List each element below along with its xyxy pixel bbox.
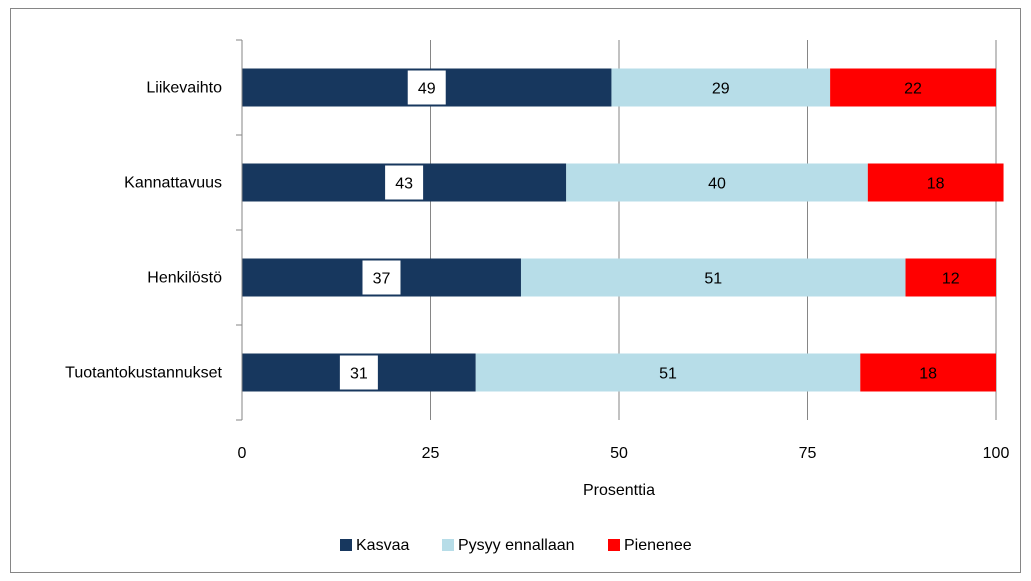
axes: 0 25 50 75 100 Liikevaihto Kannattavuus Henkilö… bbox=[65, 39, 1010, 462]
category-label: Tuotantokustannukset bbox=[65, 365, 222, 382]
bar-pysyy-ennallaan bbox=[520, 258, 906, 297]
bars bbox=[242, 68, 1004, 392]
data-label: 40 bbox=[708, 176, 726, 193]
bar-pysyy-ennallaan bbox=[611, 68, 831, 107]
data-label-box bbox=[385, 165, 424, 200]
data-label-box bbox=[407, 70, 446, 105]
bar-pysyy-ennallaan bbox=[566, 163, 868, 202]
legend-label: Pienenee bbox=[624, 537, 692, 554]
category-label: Henkilöstö bbox=[147, 270, 222, 287]
x-tick-label: 50 bbox=[610, 445, 628, 462]
bar-pienenee bbox=[867, 163, 1004, 202]
category-label: Kannattavuus bbox=[124, 175, 222, 192]
x-tick-label: 0 bbox=[238, 445, 247, 462]
bar-pienenee bbox=[905, 258, 996, 297]
legend-swatch bbox=[442, 539, 454, 551]
data-label: 18 bbox=[919, 366, 937, 383]
x-tick-label: 75 bbox=[799, 445, 817, 462]
legend: Kasvaa Pysyy ennallaan Pienenee bbox=[340, 537, 692, 554]
data-labels: 49 29 22 43 40 18 37 51 12 31 51 18 bbox=[339, 70, 960, 390]
x-axis-title: Prosenttia bbox=[583, 482, 655, 499]
data-label-box bbox=[362, 260, 401, 295]
x-tick-label: 100 bbox=[983, 445, 1010, 462]
data-label: 12 bbox=[942, 271, 960, 288]
bar-pysyy-ennallaan bbox=[475, 353, 861, 392]
data-label-box bbox=[339, 355, 378, 390]
bar-pienenee bbox=[830, 68, 996, 107]
data-label: 37 bbox=[373, 271, 391, 288]
data-label: 22 bbox=[904, 81, 922, 98]
data-label: 43 bbox=[395, 176, 413, 193]
data-label: 51 bbox=[659, 366, 677, 383]
x-tick-label: 25 bbox=[422, 445, 440, 462]
category-label: Liikevaihto bbox=[146, 80, 222, 97]
data-label: 18 bbox=[927, 176, 945, 193]
legend-label: Kasvaa bbox=[356, 537, 409, 554]
legend-swatch bbox=[340, 539, 352, 551]
data-label: 49 bbox=[418, 81, 436, 98]
data-label: 51 bbox=[704, 271, 722, 288]
legend-swatch bbox=[608, 539, 620, 551]
data-label: 29 bbox=[712, 81, 730, 98]
legend-label: Pysyy ennallaan bbox=[458, 537, 575, 554]
bar-pienenee bbox=[860, 353, 996, 392]
data-label: 31 bbox=[350, 366, 368, 383]
